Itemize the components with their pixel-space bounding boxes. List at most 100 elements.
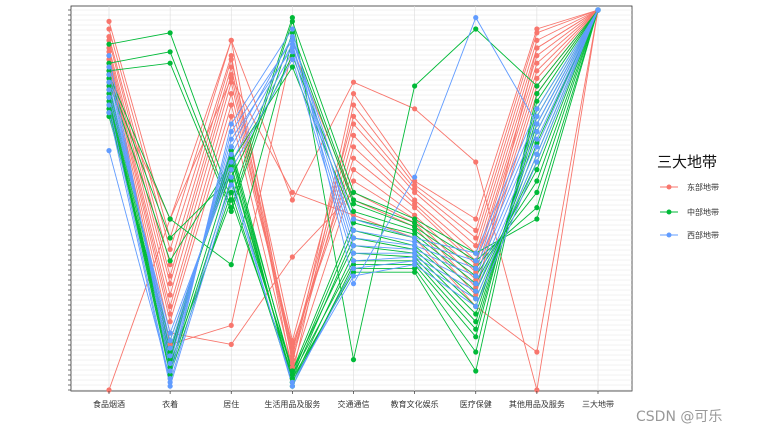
data-point [228, 56, 234, 63]
data-point [106, 87, 112, 93]
legend-key-point [666, 184, 672, 190]
data-point [167, 379, 173, 385]
data-point [350, 189, 357, 195]
watermark: CSDN @可乐 [636, 409, 722, 425]
data-point [473, 334, 479, 340]
x-axis-labels: 食品烟酒 衣着 居住 生活用品及服务 交通通信 教育文化娱乐 医疗保健 其他用品及服务 三大地带 [93, 391, 614, 409]
data-point [473, 250, 479, 256]
data-point [228, 148, 234, 154]
data-point [228, 189, 234, 195]
data-point [534, 68, 540, 74]
data-point [106, 148, 112, 154]
x-tick-label: 其他用品及服务 [509, 399, 565, 409]
data-point [167, 383, 173, 389]
data-point [228, 53, 234, 59]
data-point [412, 205, 418, 211]
data-point [534, 136, 540, 142]
data-point [289, 357, 295, 363]
data-point [289, 49, 295, 55]
data-point [289, 341, 295, 347]
data-point [228, 136, 234, 142]
data-point [534, 75, 540, 81]
data-point [412, 254, 418, 260]
data-point [167, 345, 173, 351]
data-point [228, 205, 234, 211]
x-tick-label: 交通通信 [338, 399, 370, 409]
legend-label: 西部地带 [687, 230, 719, 240]
data-point [473, 303, 479, 309]
data-point [534, 37, 540, 44]
data-point [534, 129, 540, 135]
data-point [350, 91, 357, 97]
data-point [350, 208, 357, 214]
data-point [473, 243, 479, 249]
data-point [412, 212, 418, 218]
data-point [228, 72, 234, 78]
data-point [228, 37, 234, 44]
data-point [167, 368, 173, 374]
data-point [289, 379, 295, 385]
data-point [534, 60, 540, 66]
data-point [228, 102, 234, 108]
data-point [473, 269, 479, 275]
data-point [228, 75, 234, 81]
data-point [350, 243, 357, 249]
data-point [106, 41, 112, 47]
legend: 三大地带 东部地带 中部地带 西部地带 [657, 153, 719, 240]
data-point [534, 53, 540, 59]
data-point [595, 7, 601, 13]
data-point [106, 106, 112, 112]
data-point [228, 322, 234, 328]
data-point [473, 273, 479, 279]
data-point [412, 246, 418, 252]
data-point [473, 296, 479, 302]
data-point [534, 98, 540, 104]
data-point [167, 319, 173, 325]
data-point [473, 288, 479, 294]
data-point [167, 303, 173, 309]
data-point [106, 49, 112, 55]
data-point [534, 30, 540, 36]
data-point [412, 224, 418, 230]
data-point [106, 110, 112, 116]
legend-key-point [666, 232, 672, 238]
data-point [412, 182, 418, 188]
data-point [106, 26, 112, 32]
data-point [167, 341, 173, 347]
data-point [350, 235, 357, 241]
data-point [534, 178, 540, 184]
data-point [473, 292, 479, 298]
data-point [534, 387, 540, 393]
data-point [106, 68, 112, 74]
data-point [228, 262, 234, 268]
data-point [106, 113, 112, 119]
data-point [350, 262, 357, 268]
data-point [228, 151, 234, 157]
data-point [228, 182, 234, 188]
data-point [289, 345, 295, 351]
data-point [473, 319, 479, 325]
data-point [167, 357, 173, 363]
data-point [473, 368, 479, 374]
data-point [289, 37, 295, 44]
data-point [473, 311, 479, 317]
data-point [167, 258, 173, 264]
data-point [289, 30, 295, 36]
data-point [412, 262, 418, 268]
data-point [289, 383, 295, 389]
data-point [534, 106, 540, 112]
data-point [228, 113, 234, 119]
data-point [412, 197, 418, 203]
data-point [167, 364, 173, 370]
data-point [350, 281, 357, 287]
data-point [350, 102, 357, 108]
data-point [350, 212, 357, 218]
data-point [228, 155, 234, 161]
data-point [412, 83, 418, 89]
data-point [228, 163, 234, 169]
data-point [412, 216, 418, 222]
data-point [106, 83, 112, 89]
data-point [350, 227, 357, 233]
data-point [167, 330, 173, 336]
